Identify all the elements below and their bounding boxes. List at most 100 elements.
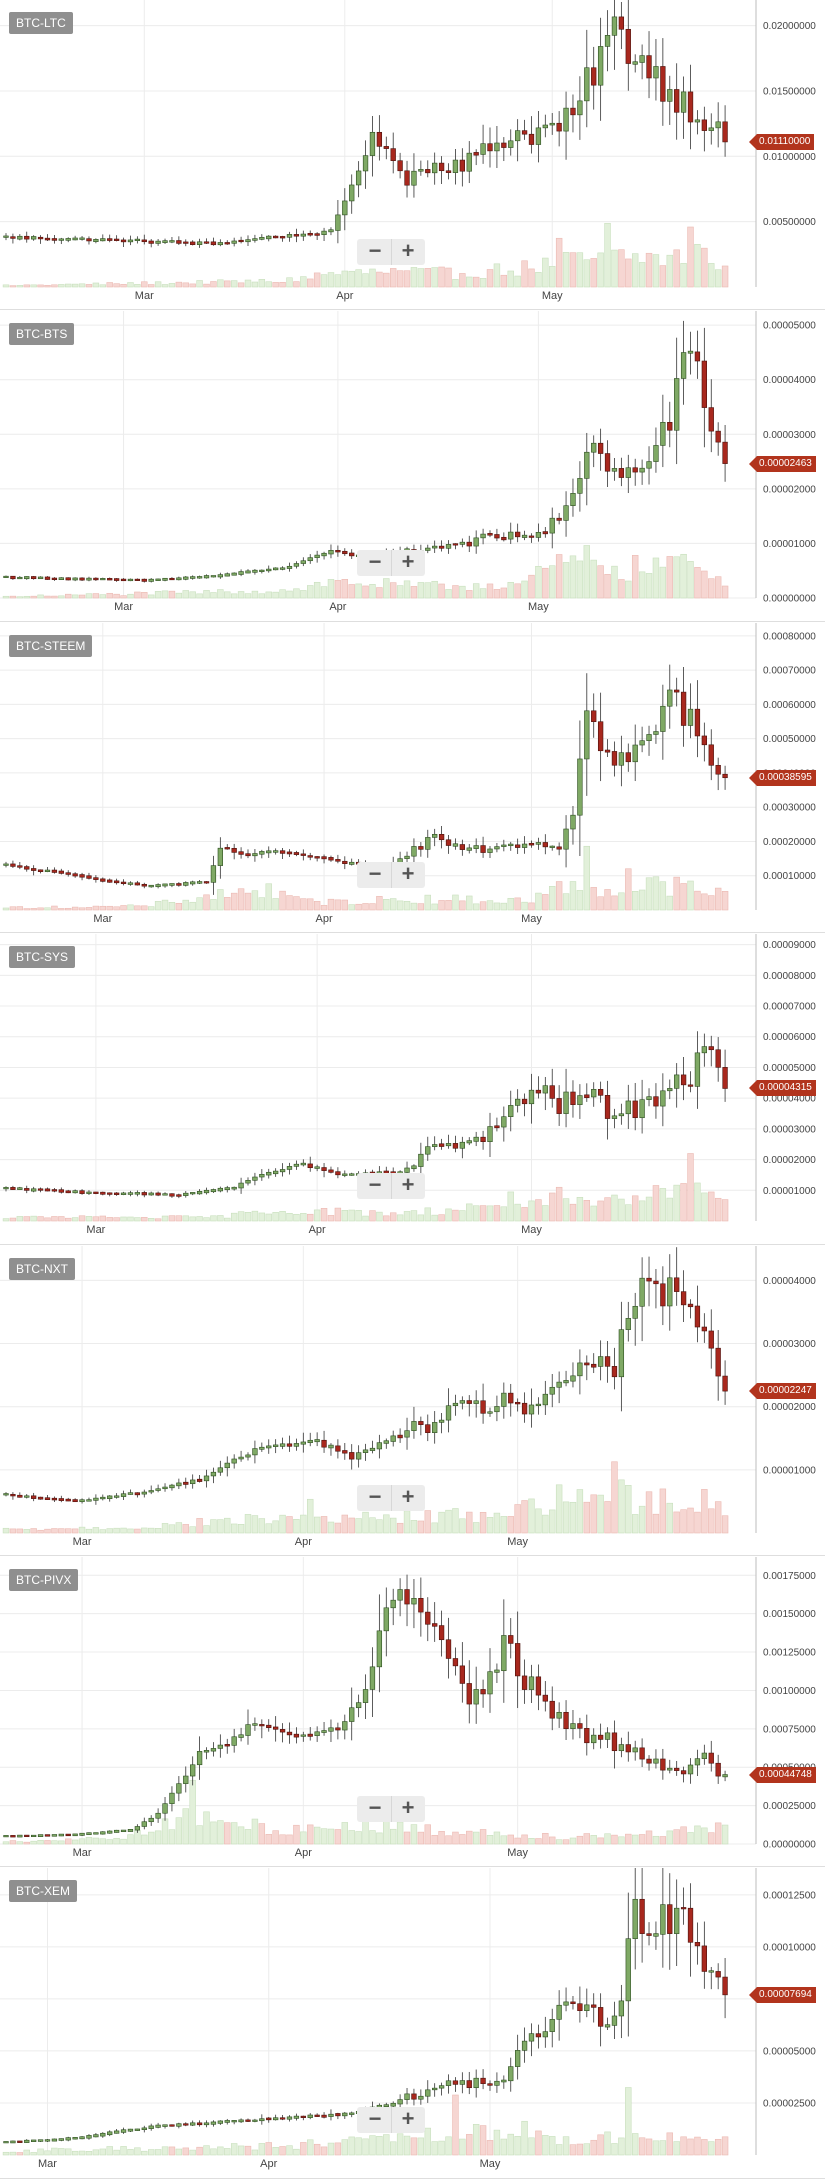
zoom-in-button[interactable]: + — [391, 1485, 424, 1511]
volume-bar — [44, 907, 51, 911]
candle-up — [563, 505, 569, 521]
volume-bar — [514, 1504, 521, 1534]
volume-bar — [16, 1216, 24, 1222]
zoom-out-button[interactable]: − — [368, 1795, 382, 1820]
volume-bar — [272, 1520, 279, 1534]
candle-down — [404, 1589, 410, 1605]
volume-bar — [175, 1522, 183, 1534]
volume-bar — [493, 1512, 501, 1534]
candle-down — [231, 847, 237, 853]
volume-bar — [555, 2144, 563, 2156]
y-tick-label: 0.00002500 — [763, 2098, 816, 2109]
volume-bar — [680, 1509, 687, 1534]
candle-down — [466, 1683, 472, 1705]
candle-up — [667, 1277, 673, 1307]
candle-down — [335, 859, 341, 862]
volume-bar — [293, 281, 300, 288]
volume-bar — [645, 573, 653, 599]
candle-down — [480, 1136, 486, 1142]
zoom-out-button[interactable]: − — [368, 1172, 382, 1197]
volume-bar — [383, 1215, 390, 1222]
volume-bar — [224, 1822, 231, 1845]
zoom-in-button[interactable]: + — [391, 239, 424, 265]
volume-bar — [16, 1528, 24, 1534]
volume-bar — [403, 1831, 411, 1845]
volume-bar — [638, 1505, 646, 1534]
volume-bar — [106, 2146, 113, 2156]
volume-bar — [127, 1528, 134, 1534]
volume-bar — [168, 1524, 176, 1534]
volume-bar — [645, 877, 653, 911]
volume-bar — [362, 585, 369, 599]
zoom-out-button[interactable]: − — [368, 2106, 382, 2131]
candle-up — [473, 1689, 479, 1705]
volume-bar — [673, 2141, 680, 2156]
candle-up — [584, 710, 590, 760]
volume-bar — [383, 2134, 390, 2156]
zoom-control: − + — [357, 862, 425, 888]
volume-bar — [576, 2143, 584, 2156]
zoom-out-button[interactable]: − — [368, 1484, 382, 1509]
volume-bar — [348, 270, 355, 288]
volume-bar — [362, 1511, 369, 1534]
candle-down — [418, 846, 424, 850]
volume-bar — [383, 578, 390, 599]
candle-up — [273, 1170, 279, 1175]
volume-bar — [604, 1197, 611, 1222]
candle-up — [134, 1826, 141, 1831]
candle-down — [577, 2003, 583, 2011]
candle-up — [349, 1173, 355, 1176]
volume-bar — [113, 283, 120, 288]
volume-bar — [417, 903, 425, 911]
candle-up — [438, 2085, 445, 2089]
volume-bar — [362, 903, 369, 911]
y-tick-label: 0.00004000 — [763, 1094, 816, 1105]
volume-bar — [23, 2149, 30, 2156]
candle-down — [335, 1727, 341, 1731]
volume-bar — [625, 258, 632, 288]
zoom-out-button[interactable]: − — [368, 238, 382, 263]
candle-up — [37, 576, 44, 580]
zoom-in-button[interactable]: + — [391, 1796, 424, 1822]
candle-up — [176, 1482, 182, 1487]
candle-up — [127, 1492, 134, 1495]
x-tick-label: Mar — [93, 913, 112, 925]
candle-up — [162, 1486, 168, 1490]
candle-up — [286, 1166, 293, 1170]
candle-up — [300, 1441, 306, 1445]
zoom-in-button[interactable]: + — [391, 2107, 424, 2133]
volume-bar — [376, 896, 383, 911]
candle-up — [397, 2099, 403, 2105]
zoom-in-button[interactable]: + — [391, 1173, 424, 1199]
candle-up — [72, 237, 78, 241]
candle-up — [134, 238, 141, 241]
volume-bar — [224, 897, 231, 911]
volume-bar — [258, 1823, 266, 1845]
candle-down — [708, 1330, 714, 1349]
candle-up — [445, 1143, 452, 1147]
volume-bar — [535, 2130, 542, 2156]
candle-up — [3, 235, 9, 238]
candle-down — [113, 238, 120, 241]
x-tick-label: Mar — [114, 601, 133, 613]
zoom-out-button[interactable]: − — [368, 549, 382, 574]
candle-down — [604, 1095, 611, 1119]
candle-up — [328, 2113, 334, 2117]
volume-bar — [576, 1197, 584, 1222]
candle-up — [328, 1444, 334, 1449]
candle-up — [625, 1938, 631, 2002]
volume-bar — [383, 1514, 390, 1534]
candle-up — [646, 461, 652, 469]
volume-bar — [445, 2136, 452, 2156]
volume-bar — [389, 1212, 397, 1222]
candle-up — [155, 240, 161, 244]
volume-bar — [417, 2137, 425, 2156]
zoom-out-button[interactable]: − — [368, 861, 382, 886]
candle-down — [680, 1074, 687, 1086]
volume-bar — [120, 595, 127, 599]
zoom-in-button[interactable]: + — [391, 862, 424, 888]
zoom-in-button[interactable]: + — [391, 550, 424, 576]
candle-down — [411, 2093, 417, 2100]
candle-up — [687, 1764, 694, 1775]
candle-down — [646, 1758, 652, 1764]
